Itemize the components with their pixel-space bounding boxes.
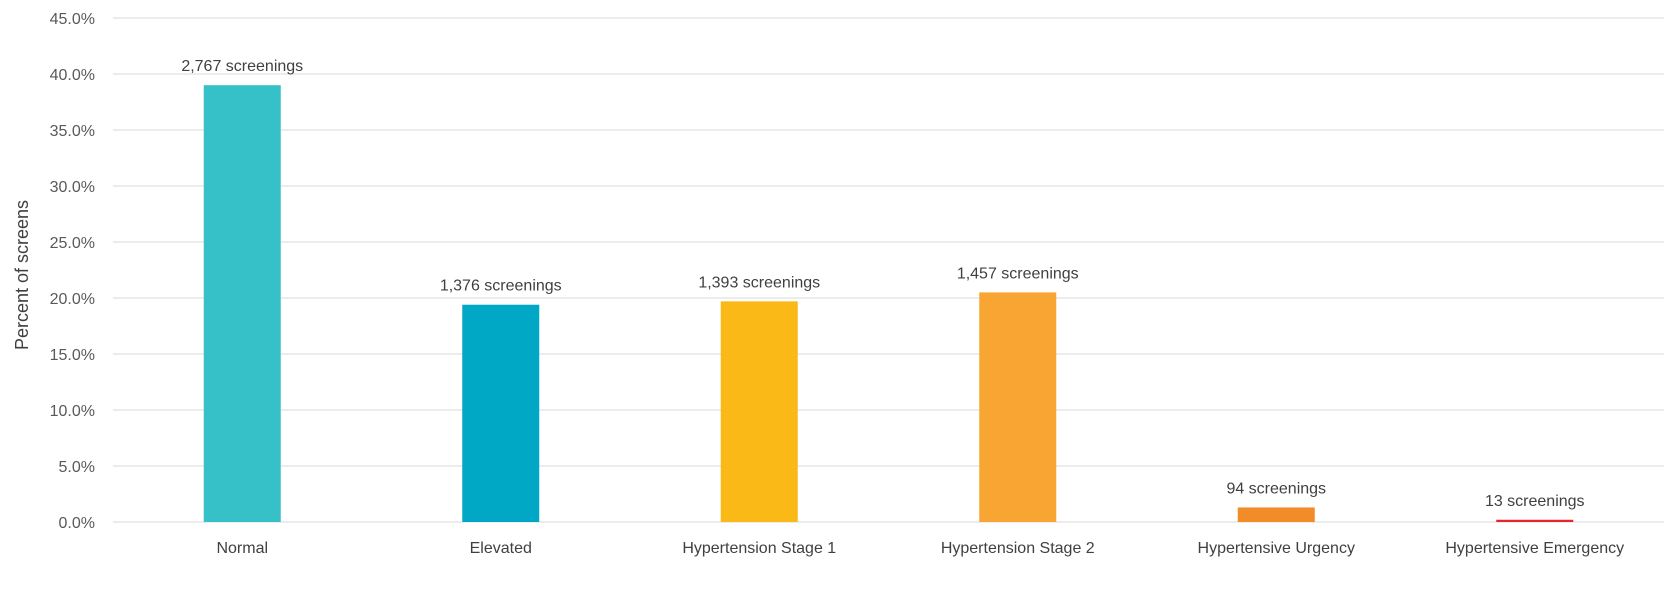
bar-hypertension-stage-2	[979, 292, 1057, 522]
data-label: 2,767 screenings	[181, 58, 303, 75]
y-tick-label: 10.0%	[50, 403, 95, 420]
y-tick-label: 40.0%	[50, 67, 95, 84]
y-tick-label: 25.0%	[50, 235, 95, 252]
data-label: 1,393 screenings	[698, 274, 820, 291]
y-tick-label: 5.0%	[59, 459, 95, 476]
y-tick-label: 20.0%	[50, 291, 95, 308]
bar-hypertensive-emergency	[1496, 519, 1574, 522]
bars	[203, 85, 1574, 522]
data-label: 94 screenings	[1226, 480, 1326, 497]
bar-hypertensive-urgency	[1237, 507, 1315, 522]
data-label: 1,376 screenings	[440, 278, 562, 295]
y-tick-label: 45.0%	[50, 11, 95, 28]
data-label: 13 screenings	[1485, 493, 1585, 510]
x-axis-categories: Normal Elevated Hypertension Stage 1 Hypert…	[216, 540, 1624, 557]
bar-elevated	[462, 304, 540, 522]
y-axis-ticks: 0.0% 5.0% 10.0% 15.0% 20.0% 25.0% 30.0% 35.0% 40…	[50, 11, 95, 532]
gridlines	[113, 17, 1664, 523]
x-category-label: Hypertension Stage 1	[682, 540, 836, 557]
x-category-label: Hypertensive Urgency	[1198, 540, 1355, 557]
y-tick-label: 30.0%	[50, 179, 95, 196]
y-tick-label: 35.0%	[50, 123, 95, 140]
x-category-label: Hypertension Stage 2	[941, 540, 1095, 557]
data-labels: 2,767 screenings 1,376 screenings 1,393 sc…	[181, 58, 1584, 510]
y-tick-label: 0.0%	[59, 515, 95, 532]
data-label: 1,457 screenings	[957, 265, 1079, 282]
x-category-label: Elevated	[470, 540, 532, 557]
y-tick-label: 15.0%	[50, 347, 95, 364]
bar-hypertension-stage-1	[720, 301, 798, 522]
bar-normal	[203, 85, 281, 522]
x-category-label: Hypertensive Emergency	[1445, 540, 1624, 557]
x-category-label: Normal	[216, 540, 268, 557]
y-axis-title: Percent of screens	[12, 200, 32, 350]
